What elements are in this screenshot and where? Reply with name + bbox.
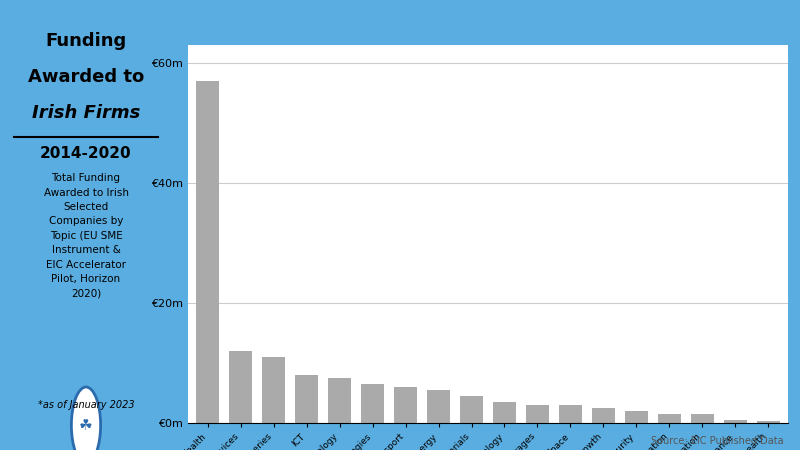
Bar <box>690 414 714 423</box>
Bar <box>658 414 681 423</box>
Bar <box>757 421 780 423</box>
Text: Source: EIC Published Data: Source: EIC Published Data <box>651 436 784 446</box>
Text: 2014-2020: 2014-2020 <box>40 146 132 161</box>
Text: Awarded to: Awarded to <box>28 68 144 86</box>
Bar <box>394 387 417 423</box>
Bar <box>295 375 318 423</box>
Bar <box>592 408 615 423</box>
Text: ☘: ☘ <box>79 418 93 433</box>
Bar <box>625 411 648 423</box>
Bar <box>328 378 351 423</box>
Text: Total Funding
Awarded to Irish
Selected
Companies by
Topic (EU SME
Instrument &
: Total Funding Awarded to Irish Selected … <box>43 173 129 298</box>
Bar <box>361 384 384 423</box>
Bar <box>724 420 746 423</box>
Bar <box>559 405 582 423</box>
Bar <box>196 81 219 423</box>
Bar <box>493 402 516 423</box>
Bar <box>427 390 450 423</box>
Bar <box>230 351 252 423</box>
Bar <box>262 357 286 423</box>
Bar <box>460 396 483 423</box>
Text: *as of January 2023: *as of January 2023 <box>38 400 134 410</box>
Bar <box>526 405 549 423</box>
Text: Funding: Funding <box>46 32 126 50</box>
Text: Irish Firms: Irish Firms <box>32 104 140 122</box>
Circle shape <box>71 387 101 450</box>
